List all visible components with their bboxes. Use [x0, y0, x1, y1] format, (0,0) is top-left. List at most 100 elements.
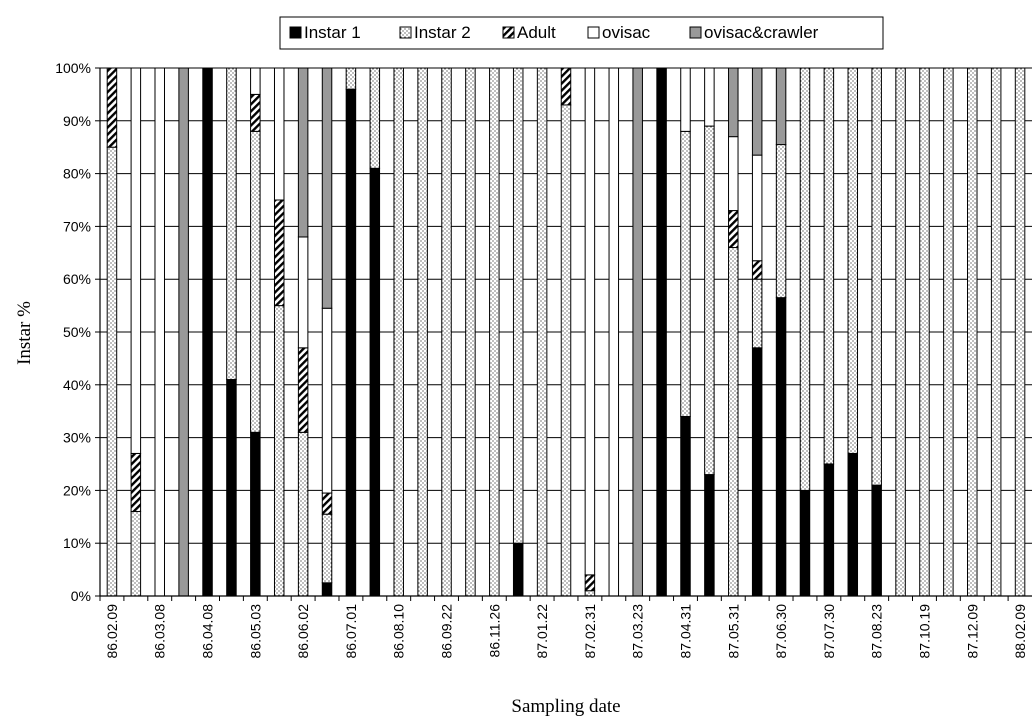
x-tick-label: 86.08.10	[391, 604, 407, 659]
y-axis-tick-labels: 0% 10% 20% 30% 40% 50% 60% 70% 80% 90% 100%	[55, 60, 91, 604]
legend: Instar 1 Instar 2 Adult ovisac ovisac&crawle…	[279, 16, 884, 50]
y-tick-label: 50%	[63, 324, 91, 340]
bar-segment	[273, 67, 285, 201]
y-axis-title: Instar %	[14, 301, 35, 365]
x-tick-label: 87.07.30	[821, 604, 837, 659]
legend-label: ovisac	[602, 23, 651, 42]
bar-segment	[369, 67, 381, 169]
bar-segment	[250, 93, 261, 132]
bar-segment	[943, 67, 954, 597]
bar-segment	[704, 474, 715, 597]
bar-segment	[489, 67, 500, 597]
bar-segment	[106, 146, 118, 597]
x-axis-title: Sampling date	[511, 696, 620, 717]
bar-segment	[1014, 67, 1026, 597]
bar-segment	[512, 542, 524, 597]
y-tick-label: 10%	[63, 535, 91, 551]
bar-segment	[847, 452, 859, 597]
bar-segment	[775, 297, 787, 597]
bar-segment	[751, 260, 763, 280]
legend-swatch	[502, 26, 515, 39]
bar-segment	[536, 67, 548, 597]
legend-label: Instar 1	[304, 23, 361, 42]
bar-segment	[512, 67, 524, 544]
x-tick-label: 88.02.09	[1012, 604, 1028, 659]
bar-segment	[871, 484, 882, 597]
bar-segment	[560, 104, 572, 597]
bar-segment	[178, 67, 189, 597]
bar-segment	[895, 67, 906, 597]
bar-segment	[417, 67, 428, 597]
x-tick-label: 86.05.03	[247, 604, 263, 659]
bar-segment	[250, 67, 261, 95]
bar-segment	[154, 67, 165, 597]
x-axis-tick-labels: 86.02.09 86.03.08 86.04.08 86.05.03 86.06.02…	[104, 604, 1028, 659]
y-tick-label: 100%	[55, 60, 91, 76]
bar-segment	[130, 452, 142, 513]
x-tick-label: 87.02.31	[582, 604, 598, 659]
bar-segment	[632, 67, 643, 597]
bar-segment	[680, 130, 691, 417]
bar-segment	[728, 210, 739, 249]
bar-segment	[584, 67, 596, 576]
bar-segment	[297, 236, 309, 349]
bar-segment	[584, 590, 596, 597]
bar-segment	[130, 67, 142, 454]
bar-segment	[704, 125, 715, 476]
bar-segment	[728, 247, 739, 597]
x-tick-label: 87.10.19	[916, 604, 932, 659]
bar-segment	[226, 67, 237, 381]
bar-segment	[465, 67, 476, 597]
bar-segment	[823, 463, 835, 597]
y-tick-label: 80%	[63, 166, 91, 182]
bar-segment	[345, 67, 357, 90]
legend-swatch	[399, 26, 412, 39]
y-tick-label: 30%	[63, 430, 91, 446]
bar-segment	[990, 67, 1002, 597]
x-tick-label: 87.05.31	[725, 604, 741, 659]
bar-segment	[250, 130, 261, 433]
bar-segment	[321, 307, 333, 494]
x-tick-label: 86.02.09	[104, 604, 120, 659]
axes	[99, 68, 1032, 601]
y-tick-label: 70%	[63, 218, 91, 234]
x-tick-label: 87.01.22	[534, 604, 550, 659]
x-tick-label: 87.08.23	[869, 604, 885, 659]
bar-segment	[775, 144, 787, 299]
legend-swatch	[289, 26, 302, 39]
bar-segment	[321, 492, 333, 515]
bar-segment	[775, 67, 787, 146]
bar-segment	[106, 67, 118, 148]
bar-segment	[799, 67, 811, 491]
bar-segment	[321, 513, 333, 584]
bar-segment	[441, 67, 452, 597]
bar-segment	[847, 67, 859, 454]
bar-segment	[728, 67, 739, 138]
bar-segment	[799, 489, 811, 597]
bar-segment	[273, 199, 285, 307]
bar-segment	[393, 67, 404, 597]
bar-segment	[967, 67, 978, 597]
bar-segment	[871, 67, 882, 486]
x-tick-label: 86.03.08	[152, 604, 168, 659]
legend-label: Instar 2	[414, 23, 471, 42]
bar-segment	[656, 67, 667, 597]
bar-segment	[584, 574, 596, 592]
y-tick-label: 90%	[63, 113, 91, 129]
x-tick-label: 86.09.22	[439, 604, 455, 659]
bar-segment	[751, 278, 763, 349]
legend-box	[279, 16, 884, 50]
x-tick-label: 86.07.01	[343, 604, 359, 659]
bar-segment	[680, 415, 691, 597]
bar-segment	[704, 67, 715, 127]
bar-segment	[680, 67, 691, 132]
bar-segment	[273, 305, 285, 597]
bar-segment	[823, 67, 835, 465]
x-tick-label: 87.06.30	[773, 604, 789, 659]
x-tick-label: 86.04.08	[200, 604, 216, 659]
bar-segment	[608, 67, 620, 597]
bar-segment	[250, 431, 261, 597]
bar-segment	[297, 431, 309, 597]
y-tick-label: 20%	[63, 482, 91, 498]
